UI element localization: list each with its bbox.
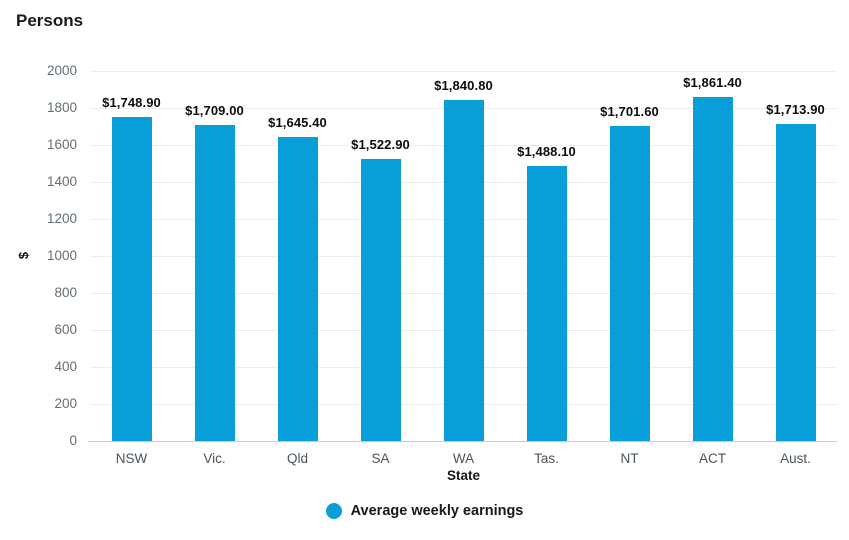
x-tick-label: Vic. [203, 451, 226, 466]
bar-sa[interactable] [360, 159, 401, 441]
x-tick-label: Tas. [534, 451, 559, 466]
bar-value-label: $1,701.60 [600, 104, 659, 120]
y-tick-label: 1600 [46, 137, 77, 152]
y-tick-label: 1200 [46, 211, 77, 226]
y-tick-label: 1800 [46, 100, 77, 115]
bar-value-label: $1,709.00 [185, 102, 244, 118]
axis-baseline [88, 441, 837, 442]
bar-value-label: $1,748.90 [102, 95, 161, 111]
y-tick-label: 0 [69, 433, 77, 448]
x-tick-label: ACT [699, 451, 726, 466]
legend-label: Average weekly earnings [350, 503, 524, 519]
bar-aust[interactable] [775, 123, 816, 441]
bar-act[interactable] [692, 96, 733, 441]
y-tick-label: 800 [54, 285, 77, 300]
legend: Average weekly earnings [0, 503, 849, 519]
bar-tas[interactable] [526, 165, 567, 441]
y-tick-label: 2000 [46, 63, 77, 78]
chart-title: Persons [16, 11, 84, 30]
y-axis-title: $ [16, 251, 32, 260]
gridline [90, 70, 837, 72]
x-axis-title: State [446, 468, 480, 483]
bar-wa[interactable] [443, 100, 484, 441]
bar-value-label: $1,713.90 [766, 101, 825, 117]
bar-vic[interactable] [194, 124, 235, 441]
bar-value-label: $1,840.80 [434, 78, 493, 94]
x-tick-label: Aust. [780, 451, 811, 466]
x-tick-label: NT [620, 451, 639, 466]
bar-nt[interactable] [609, 126, 650, 441]
bar-value-label: $1,645.40 [268, 114, 327, 130]
bar-value-label: $1,522.90 [351, 137, 410, 153]
legend-marker-icon [325, 503, 342, 519]
y-tick-label: 400 [54, 359, 77, 374]
x-tick-label: Qld [286, 451, 308, 466]
bar-value-label: $1,861.40 [683, 74, 742, 90]
y-tick-label: 1000 [46, 248, 77, 263]
bar-qld[interactable] [277, 136, 318, 441]
x-tick-label: NSW [115, 451, 148, 466]
y-tick-label: 200 [54, 396, 77, 411]
bar-nsw[interactable] [111, 117, 152, 441]
y-tick-label: 1400 [46, 174, 77, 189]
bar-value-label: $1,488.10 [517, 143, 576, 159]
x-tick-label: WA [452, 451, 475, 466]
x-tick-label: SA [371, 451, 390, 466]
legend-item[interactable]: Average weekly earnings [325, 503, 524, 519]
y-tick-label: 600 [54, 322, 77, 337]
